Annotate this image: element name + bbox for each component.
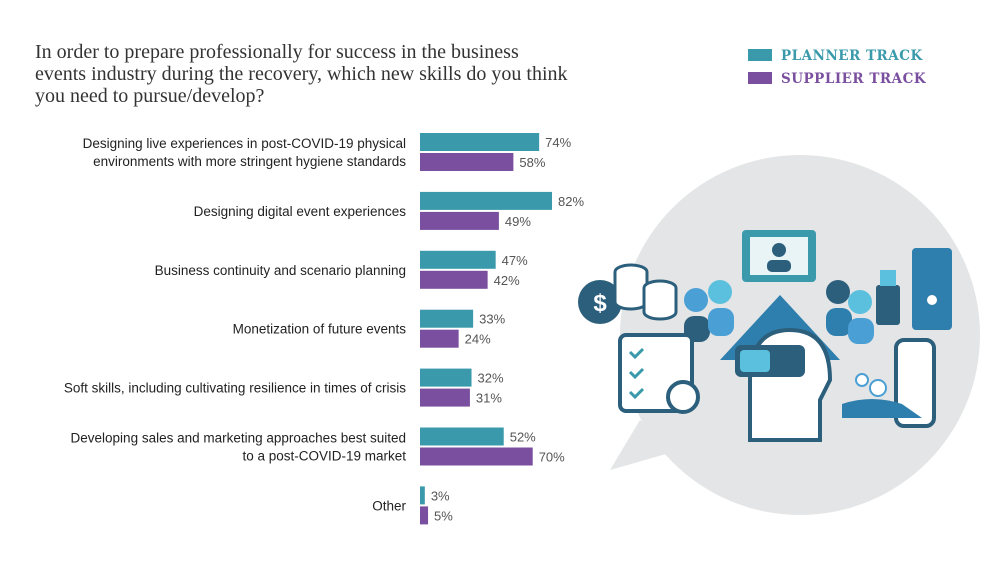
value-label: 31%	[476, 391, 502, 406]
bar	[420, 153, 514, 171]
value-label: 52%	[510, 430, 536, 445]
legend-swatch	[748, 72, 772, 84]
bar	[420, 486, 425, 505]
value-label: 74%	[545, 135, 571, 150]
bar	[420, 368, 472, 387]
category-label: Monetization of future events	[233, 322, 407, 337]
value-label: 82%	[558, 194, 584, 209]
category-label: Developing sales and marketing approache…	[71, 431, 407, 464]
bar	[420, 427, 504, 446]
category-label: Designing live experiences in post-COVID…	[83, 136, 407, 169]
value-label: 5%	[434, 508, 453, 523]
value-label: 49%	[505, 214, 531, 229]
legend-label: PLANNER TRACK	[781, 48, 923, 64]
category-label: Other	[372, 498, 406, 513]
bar	[420, 270, 488, 289]
bar	[420, 211, 499, 230]
legend-label: SUPPLIER TRACK	[781, 71, 927, 87]
bar	[420, 309, 474, 328]
category-label: Soft skills, including cultivating resil…	[64, 381, 406, 396]
value-label: 3%	[431, 488, 450, 503]
value-label: 47%	[502, 253, 528, 268]
legend: PLANNER TRACK SUPPLIER TRACK	[748, 48, 927, 87]
category-label: Business continuity and scenario plannin…	[155, 263, 406, 278]
bar	[420, 329, 459, 348]
bar	[420, 133, 540, 151]
legend-swatch	[748, 49, 772, 61]
bar	[420, 447, 533, 466]
chart-title: In order to prepare professionally for s…	[35, 41, 568, 107]
value-label: 32%	[478, 371, 504, 386]
value-label: 58%	[519, 155, 545, 170]
bar	[420, 506, 429, 525]
value-label: 70%	[539, 450, 565, 465]
bar	[420, 388, 470, 407]
bar	[420, 250, 496, 269]
category-label: Designing digital event experiences	[194, 204, 407, 219]
bar	[420, 191, 553, 210]
value-label: 42%	[494, 273, 520, 288]
value-label: 24%	[465, 332, 491, 347]
value-label: 33%	[479, 312, 505, 327]
svg-text:$: $	[593, 290, 607, 317]
illustration: $	[578, 155, 980, 515]
